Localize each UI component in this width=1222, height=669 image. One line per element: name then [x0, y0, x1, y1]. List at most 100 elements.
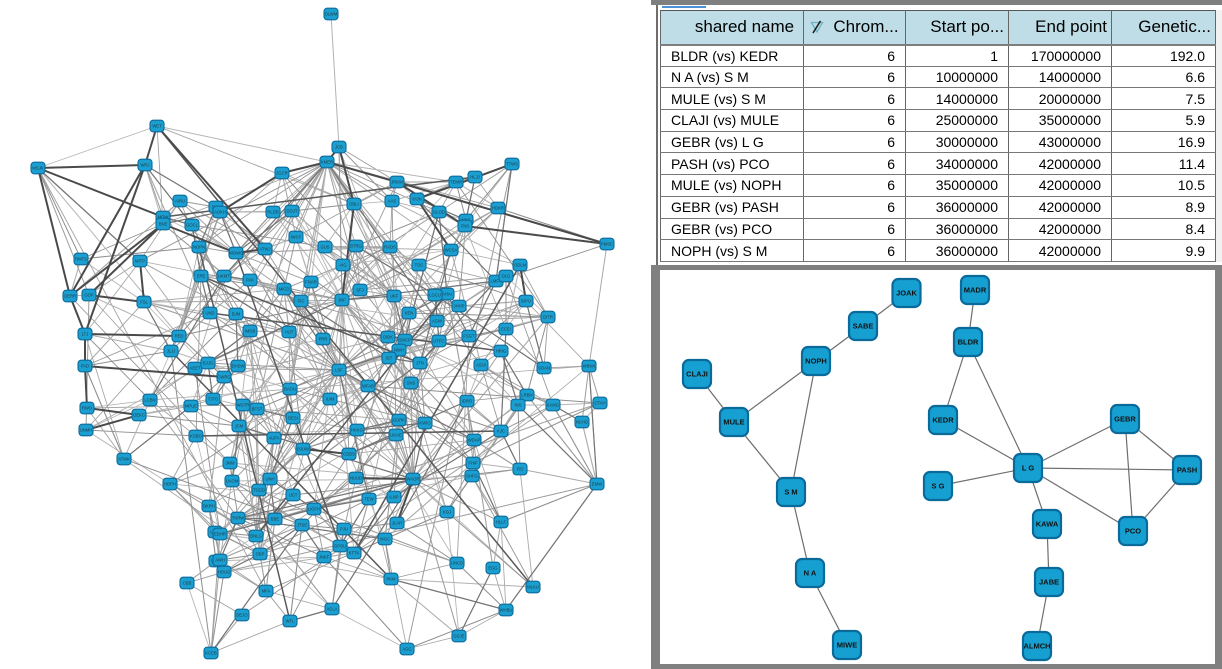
svg-text:SNS: SNS: [407, 381, 416, 386]
svg-text:PASH: PASH: [1177, 466, 1197, 475]
svg-text:PMSC: PMSC: [601, 242, 613, 247]
svg-text:BJJG: BJJG: [203, 361, 213, 366]
svg-text:KSBO: KSBO: [190, 434, 202, 439]
svg-text:MOW: MOW: [158, 215, 169, 220]
svg-text:BLDR: BLDR: [958, 338, 979, 347]
svg-text:CDBS: CDBS: [343, 452, 355, 457]
svg-text:L G: L G: [1022, 464, 1035, 473]
svg-text:IST: IST: [386, 356, 393, 361]
svg-text:UCT: UCT: [289, 493, 298, 498]
svg-text:CWRG: CWRG: [217, 375, 230, 380]
svg-text:ASUI: ASUI: [476, 363, 486, 368]
svg-text:JCM: JCM: [235, 424, 244, 429]
svg-text:IHJN: IHJN: [412, 197, 421, 202]
svg-text:ACLA: ACLA: [327, 607, 338, 612]
svg-text:DBLI: DBLI: [349, 202, 358, 207]
svg-text:AIRU: AIRU: [175, 199, 185, 204]
svg-text:LRBH: LRBH: [521, 393, 532, 398]
svg-text:FIC: FIC: [298, 299, 305, 304]
svg-text:GUS: GUS: [320, 245, 329, 250]
svg-text:LTJ: LTJ: [82, 332, 89, 337]
svg-text:JCB: JCB: [335, 145, 343, 150]
svg-text:JMM: JMM: [225, 461, 235, 466]
svg-text:TTWS: TTWS: [506, 162, 518, 167]
svg-text:BTRG: BTRG: [350, 244, 362, 249]
svg-text:DEJO: DEJO: [236, 613, 248, 618]
svg-text:KWIO: KWIO: [419, 421, 431, 426]
svg-text:KEN: KEN: [405, 311, 414, 316]
svg-text:WFAB: WFAB: [362, 384, 374, 389]
svg-text:JOAK: JOAK: [896, 289, 917, 298]
svg-text:RMTS: RMTS: [75, 257, 87, 262]
svg-text:OLG: OLG: [502, 274, 511, 279]
svg-text:FNS: FNS: [461, 224, 470, 229]
svg-text:JNKF: JNKF: [319, 555, 330, 560]
svg-text:RLDB: RLDB: [267, 210, 278, 215]
svg-text:WAOR: WAOR: [407, 477, 420, 482]
svg-text:GOP: GOP: [84, 293, 94, 298]
svg-text:JHHP: JHHP: [454, 304, 465, 309]
svg-text:CBB: CBB: [183, 581, 192, 586]
svg-text:S G: S G: [932, 482, 945, 491]
svg-text:EMW: EMW: [592, 482, 602, 487]
svg-text:WDAP: WDAP: [468, 438, 481, 443]
svg-text:AGG: AGG: [402, 647, 411, 652]
svg-text:DIBK: DIBK: [383, 335, 393, 340]
svg-text:GEBR: GEBR: [1114, 415, 1136, 424]
svg-text:EBHR: EBHR: [214, 532, 226, 537]
svg-text:HOUG: HOUG: [218, 570, 231, 575]
svg-text:KGJ: KGJ: [443, 510, 451, 515]
svg-text:MITP: MITP: [135, 259, 145, 264]
svg-text:INS: INS: [515, 403, 522, 408]
svg-text:UAOM: UAOM: [226, 479, 239, 484]
svg-text:SFJ: SFJ: [356, 288, 363, 293]
svg-text:ERE: ERE: [197, 274, 206, 279]
svg-text:AUPA: AUPA: [268, 436, 279, 441]
svg-text:UND: UND: [205, 311, 214, 316]
svg-text:BNLG: BNLG: [250, 534, 261, 539]
svg-text:TOC: TOC: [415, 263, 424, 268]
svg-text:EGG: EGG: [488, 566, 497, 571]
svg-text:MPUE: MPUE: [185, 404, 197, 409]
svg-text:FSL: FSL: [140, 300, 148, 305]
svg-text:WET: WET: [152, 124, 162, 129]
svg-text:UKMT: UKMT: [218, 274, 230, 279]
svg-text:TNRW: TNRW: [232, 516, 245, 521]
svg-text:WTL: WTL: [286, 619, 296, 624]
svg-text:CLAJI: CLAJI: [686, 370, 708, 379]
svg-text:LCBN: LCBN: [144, 398, 155, 403]
svg-text:GSJE: GSJE: [454, 634, 465, 639]
svg-text:BBE: BBE: [271, 517, 280, 522]
svg-text:IMDB: IMDB: [245, 329, 256, 334]
svg-text:MFA: MFA: [262, 589, 271, 594]
svg-text:PAK: PAK: [246, 278, 254, 283]
svg-text:BJM: BJM: [232, 312, 241, 317]
svg-text:DESI: DESI: [288, 416, 298, 421]
svg-text:CTAH: CTAH: [594, 401, 605, 406]
svg-text:NOPN: NOPN: [193, 245, 205, 250]
svg-text:RED: RED: [175, 334, 184, 339]
svg-text:UNCD: UNCD: [451, 561, 463, 566]
svg-text:AWH: AWH: [215, 558, 225, 563]
svg-text:ILNP: ILNP: [389, 495, 399, 500]
svg-text:NOPH: NOPH: [805, 357, 827, 366]
svg-text:WHBU: WHBU: [500, 608, 513, 613]
svg-text:N A: N A: [804, 569, 817, 578]
svg-text:KAWA: KAWA: [1036, 520, 1059, 529]
svg-text:DHSW: DHSW: [232, 364, 245, 369]
svg-text:KJC: KJC: [497, 429, 505, 434]
svg-text:RWO: RWO: [82, 406, 93, 411]
svg-text:HLJJ: HLJJ: [470, 175, 480, 180]
svg-text:GLOD: GLOD: [433, 210, 445, 215]
svg-text:AHAI: AHAI: [442, 292, 452, 297]
svg-text:JLAR: JLAR: [392, 521, 402, 526]
svg-text:KAMG: KAMG: [547, 403, 559, 408]
svg-text:SHFG: SHFG: [466, 474, 478, 479]
svg-text:UNH: UNH: [265, 477, 274, 482]
svg-text:KMER: KMER: [321, 160, 333, 165]
svg-text:KCEB: KCEB: [205, 651, 217, 656]
svg-text:WGC: WGC: [380, 537, 390, 542]
svg-text:MULE: MULE: [723, 418, 744, 427]
svg-text:OEKC: OEKC: [133, 413, 145, 418]
svg-text:WBKN: WBKN: [583, 364, 596, 369]
